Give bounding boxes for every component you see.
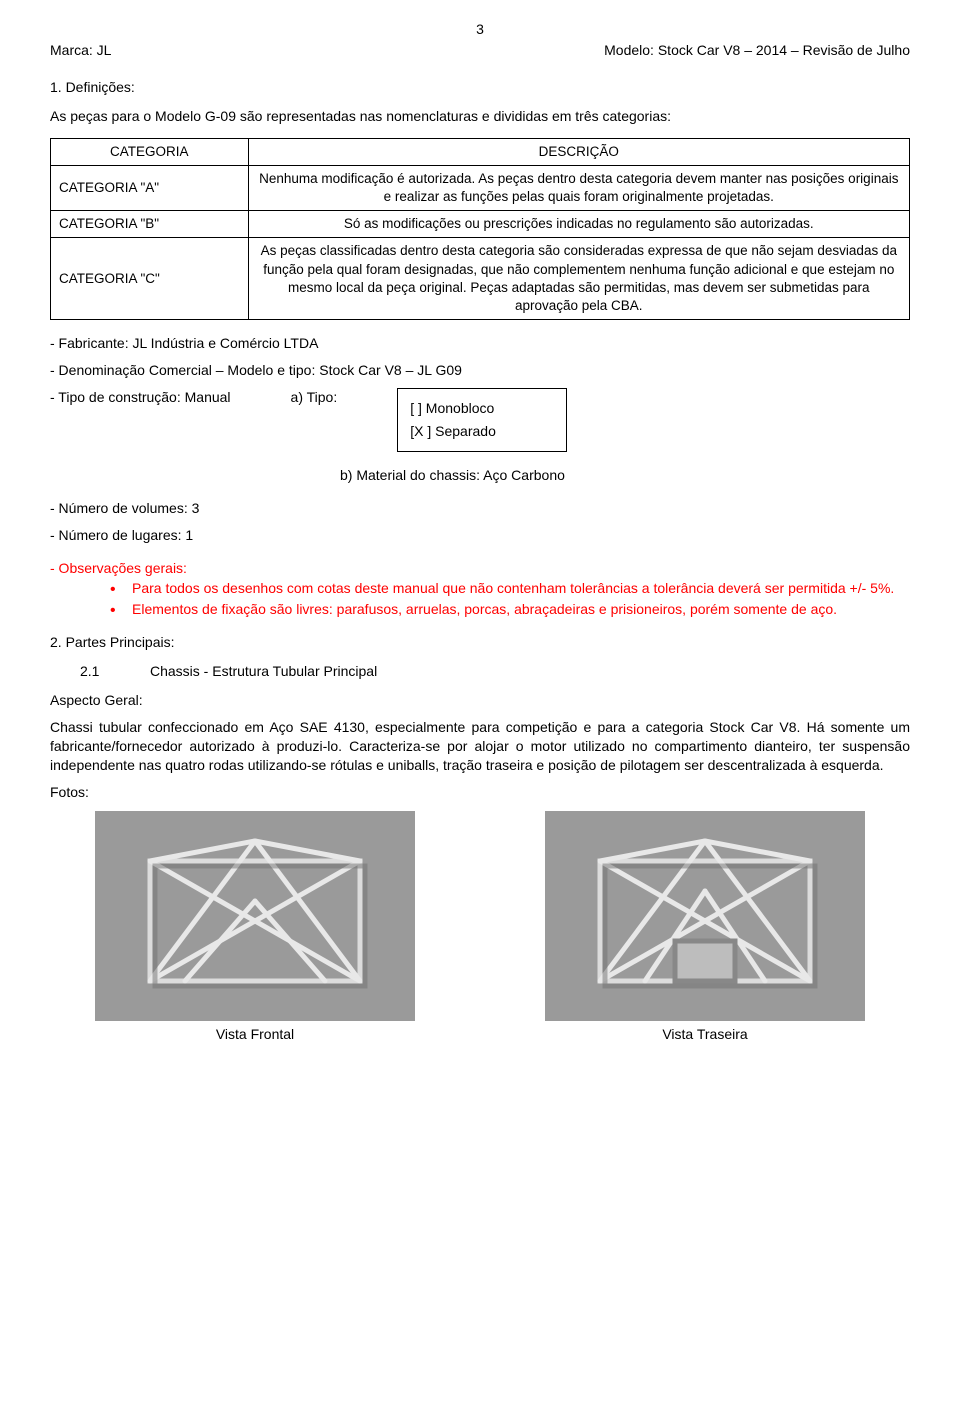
line-denominacao: - Denominação Comercial – Modelo e tipo:… [50, 361, 910, 380]
tipo-opt-monobloco: [ ] Monobloco [410, 399, 554, 418]
cat-c-label: CATEGORIA "C" [51, 238, 249, 320]
section-2-1-title: Chassis - Estrutura Tubular Principal [150, 662, 377, 681]
header-marca: Marca: JL [50, 41, 111, 60]
photo-frontal [95, 811, 415, 1021]
photo-traseira [545, 811, 865, 1021]
line-lugares: - Número de lugares: 1 [50, 526, 910, 545]
cat-a-desc: Nenhuma modificação é autorizada. As peç… [248, 165, 909, 210]
category-table: CATEGORIA DESCRIÇÃO CATEGORIA "A" Nenhum… [50, 138, 910, 321]
section-1-intro: As peças para o Modelo G-09 são represen… [50, 107, 910, 126]
cat-b-label: CATEGORIA "B" [51, 211, 249, 238]
tipo-opt-separado: [X ] Separado [410, 422, 554, 441]
cat-header-left: CATEGORIA [51, 138, 249, 165]
line-material: b) Material do chassis: Aço Carbono [340, 466, 910, 485]
line-tipo-a: a) Tipo: [291, 388, 338, 407]
caption-frontal: Vista Frontal [216, 1025, 294, 1044]
photos-row: Vista Frontal [50, 811, 910, 1044]
section-2-1-num: 2.1 [80, 662, 110, 681]
caption-traseira: Vista Traseira [662, 1025, 747, 1044]
cat-header-right: DESCRIÇÃO [248, 138, 909, 165]
line-volumes: - Número de volumes: 3 [50, 499, 910, 518]
line-fabricante: - Fabricante: JL Indústria e Comércio LT… [50, 334, 910, 353]
page-number: 3 [50, 20, 910, 39]
line-tipo-label: - Tipo de construção: Manual [50, 388, 231, 407]
obs-list: Para todos os desenhos com cotas deste m… [50, 579, 910, 619]
aspecto-text: Chassi tubular confeccionado em Aço SAE … [50, 718, 910, 775]
tipo-box: [ ] Monobloco [X ] Separado [397, 388, 567, 452]
header-modelo: Modelo: Stock Car V8 – 2014 – Revisão de… [604, 41, 910, 60]
section-1-title: 1. Definições: [50, 78, 910, 97]
aspecto-label: Aspecto Geral: [50, 691, 910, 710]
cat-c-desc: As peças classificadas dentro desta cate… [248, 238, 909, 320]
obs-title: - Observações gerais: [50, 559, 910, 578]
obs-item-2: Elementos de fixação são livres: parafus… [110, 600, 910, 619]
cat-b-desc: Só as modificações ou prescrições indica… [248, 211, 909, 238]
fotos-label: Fotos: [50, 783, 910, 802]
cat-a-label: CATEGORIA "A" [51, 165, 249, 210]
section-2-title: 2. Partes Principais: [50, 633, 910, 652]
obs-item-1: Para todos os desenhos com cotas deste m… [110, 579, 910, 598]
